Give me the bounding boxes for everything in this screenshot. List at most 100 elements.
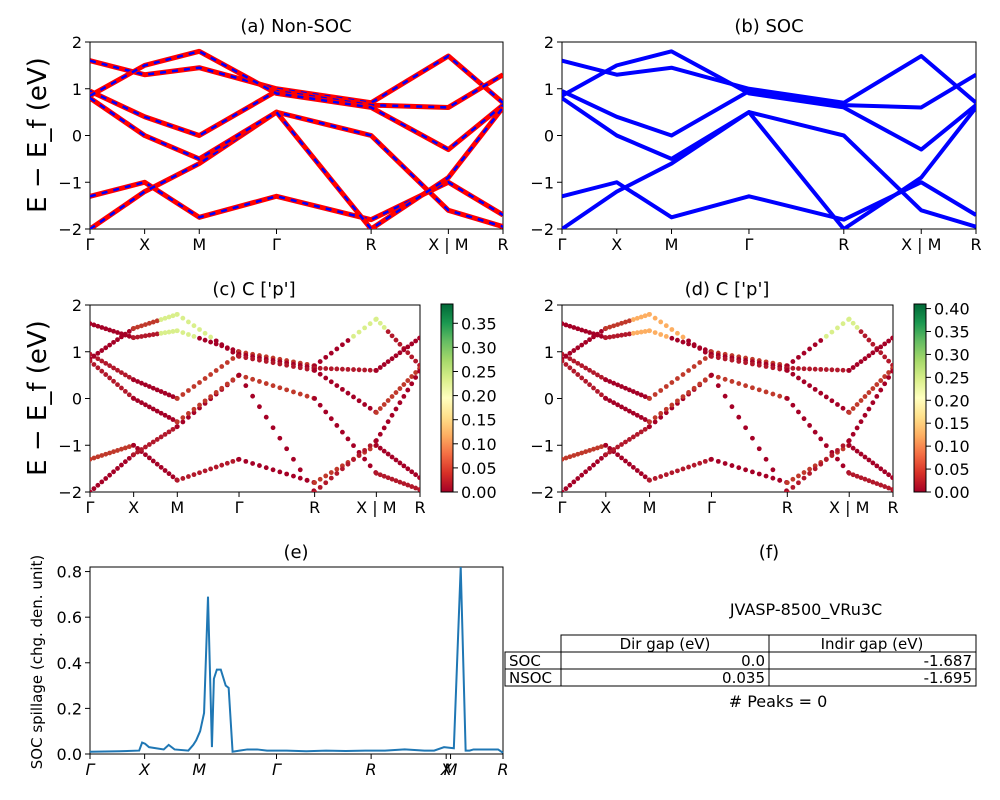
scatter-point: [385, 329, 391, 335]
scatter-point: [191, 384, 197, 389]
scatter-point: [801, 379, 807, 385]
scatter-point: [652, 419, 658, 425]
scatter-point: [801, 416, 807, 422]
scatter-point: [652, 315, 658, 321]
scatter-point: [91, 362, 97, 367]
scatter-point: [417, 335, 420, 341]
scatter-point: [663, 333, 669, 339]
scatter-point: [642, 394, 648, 400]
scatter-point: [405, 466, 411, 472]
series-group: [562, 311, 893, 492]
scatter-point: [166, 314, 172, 320]
scatter-point: [801, 475, 807, 481]
scatter-point: [862, 394, 868, 399]
scatter-point: [722, 356, 728, 362]
scatter-point: [850, 472, 856, 478]
scatter-point: [663, 472, 669, 478]
scatter-point: [115, 367, 120, 373]
scatter-point: [367, 367, 373, 373]
scatter-point: [95, 482, 101, 488]
scatter-point: [770, 467, 776, 473]
scatter-point: [250, 376, 256, 382]
scatter-point: [143, 322, 148, 327]
scatter-point: [323, 354, 329, 360]
scatter-point: [126, 444, 132, 450]
scatter-point: [213, 464, 219, 470]
scatter-point: [174, 311, 180, 317]
scatter-point: [166, 329, 172, 335]
scatter-point: [170, 426, 176, 432]
scatter-point: [658, 332, 664, 337]
scatter-point: [642, 426, 648, 432]
scatter-point: [146, 455, 152, 461]
band-line-overlay-4: [90, 110, 503, 229]
scatter-point: [669, 335, 675, 341]
scatter-point: [103, 451, 109, 457]
scatter-point: [807, 423, 812, 428]
scatter-point: [389, 476, 395, 482]
scatter-point: [191, 410, 197, 416]
scatter-point: [317, 402, 323, 408]
scatter-point: [90, 358, 93, 364]
colorbar-tick-label: 0.30: [934, 345, 970, 364]
scatter-point: [409, 341, 415, 347]
y-tick-label: 2: [544, 296, 554, 315]
scatter-point: [304, 393, 310, 399]
scatter-point: [99, 453, 105, 458]
scatter-point: [818, 390, 824, 396]
scatter-point: [122, 445, 128, 451]
scatter-point: [784, 480, 790, 486]
scatter-point: [139, 400, 144, 406]
scatter-point: [709, 354, 714, 359]
scatter-point: [401, 463, 407, 469]
scatter-point: [663, 406, 669, 412]
scatter-point: [846, 316, 852, 322]
scatter-point: [634, 432, 640, 437]
scatter-point: [675, 330, 680, 336]
scatter-point: [611, 334, 617, 339]
scatter-point: [91, 455, 97, 461]
scatter-point: [270, 467, 276, 473]
scatter-point: [224, 360, 230, 365]
panel-d-plot: −2 −1 0 1 2 Γ X M Γ R X | M R: [530, 296, 898, 517]
scatter-point: [647, 477, 652, 483]
x-tick-label: Γ: [272, 760, 282, 779]
scatter-point: [658, 411, 664, 416]
scatter-point: [807, 471, 812, 476]
scatter-point: [669, 380, 675, 385]
scatter-point: [131, 377, 137, 383]
scatter-point: [823, 443, 829, 449]
scatter-point: [697, 381, 703, 387]
scatter-point: [191, 323, 197, 329]
scatter-point: [236, 372, 242, 378]
scatter-point: [381, 473, 387, 479]
scatter-point: [669, 470, 675, 476]
scatter-point: [328, 350, 334, 356]
scatter-point: [208, 466, 214, 472]
scatter-point: [675, 376, 680, 381]
scatter-point: [208, 334, 214, 340]
table-row-nsoc-indir: -1.695: [924, 669, 972, 687]
scatter-point: [119, 385, 124, 391]
scatter-point: [191, 406, 197, 412]
scatter-point: [170, 329, 176, 334]
scatter-point: [277, 469, 283, 475]
scatter-point: [170, 474, 176, 480]
colorbar-d: 0.00 0.05 0.10 0.15 0.20 0.25 0.30 0.35 0.40: [913, 300, 970, 502]
scatter-point: [807, 383, 812, 388]
scatter-point: [854, 362, 860, 367]
scatter-point: [709, 456, 714, 462]
scatter-point: [675, 468, 680, 474]
band-line-nonsoc-4: [90, 109, 503, 229]
scatter-point: [202, 330, 208, 336]
scatter-point: [611, 323, 617, 329]
scatter-point: [150, 319, 156, 325]
colorbar-tick-label: 0.10: [461, 435, 497, 454]
scatter-point: [393, 353, 399, 359]
scatter-point: [658, 414, 664, 420]
scatter-point: [143, 444, 148, 450]
scatter-point: [587, 466, 592, 471]
colorbar-tick-label: 0.05: [461, 459, 497, 478]
scatter-point: [627, 408, 632, 414]
